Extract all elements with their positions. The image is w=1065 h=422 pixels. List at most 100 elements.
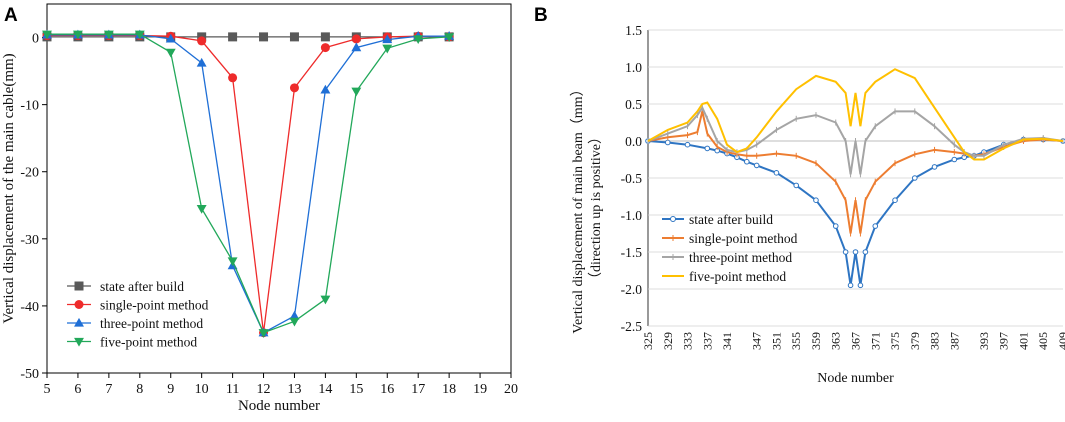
x-tick-label-a: 9 — [167, 382, 174, 397]
data-point-b — [773, 170, 780, 176]
x-tick-label-b: 367 — [849, 332, 863, 350]
x-tick-label-b: 371 — [868, 332, 882, 350]
y-tick-label-b: -2.0 — [621, 282, 643, 297]
legend-label-b: five-point method — [689, 269, 786, 284]
x-tick-label-a: 12 — [257, 382, 271, 397]
data-point-b — [931, 164, 938, 170]
data-point-a — [228, 73, 238, 83]
data-point-b — [911, 175, 918, 181]
data-point-a — [258, 329, 269, 338]
legend-item-a-1: single-point method — [67, 298, 209, 313]
legend-label-a: single-point method — [100, 298, 209, 313]
y-tick-label-a: -50 — [20, 367, 39, 382]
y-tick-label-b: 0.5 — [625, 97, 642, 112]
x-tick-label-b: 405 — [1036, 332, 1050, 350]
data-point-b — [664, 139, 671, 146]
data-point-a — [351, 87, 362, 97]
data-point-a — [382, 34, 393, 44]
data-point-a — [227, 257, 238, 267]
y-tick-label-a: -20 — [20, 166, 39, 181]
x-tick-label-a: 10 — [195, 382, 209, 397]
data-point-a — [289, 83, 299, 93]
x-tick-label-a: 19 — [473, 382, 487, 397]
legend-item-b-0: state after build — [662, 212, 773, 227]
legend-marker-a — [74, 337, 84, 347]
legend-item-b-2: three-point method — [662, 250, 792, 265]
data-point-b — [892, 197, 898, 203]
data-point-a — [413, 35, 424, 45]
y-axis-label-b-line1: Vertical displacement of main beam（mm） — [570, 82, 586, 333]
data-point-a — [444, 33, 455, 43]
legend-label-b: three-point method — [689, 250, 792, 265]
x-tick-label-a: 20 — [504, 382, 518, 397]
data-point-a — [228, 32, 238, 42]
data-point-a — [320, 43, 330, 53]
series-a-3 — [42, 30, 455, 338]
data-point-a — [196, 205, 207, 214]
data-point-b — [832, 223, 839, 229]
data-point-b — [793, 182, 800, 189]
data-point-a — [320, 84, 331, 94]
data-point-a — [103, 30, 114, 40]
data-point-b — [813, 197, 819, 203]
data-point-a — [320, 32, 330, 42]
x-tick-label-a: 13 — [287, 382, 301, 397]
data-point-b — [857, 282, 864, 289]
legend-marker-a — [74, 281, 84, 291]
data-point-b — [842, 249, 849, 255]
y-tick-label-a: 0 — [32, 32, 39, 47]
plot-frame-a — [46, 3, 512, 374]
y-tick-label-b: 1.5 — [625, 23, 642, 38]
x-tick-label-b: 375 — [888, 332, 902, 350]
legend-label-a: five-point method — [100, 335, 197, 350]
series-line-a — [47, 33, 450, 334]
series-line-a — [47, 34, 450, 334]
series-line-b — [647, 105, 1064, 175]
legend-marker-b — [670, 216, 676, 222]
x-tick-label-a: 8 — [136, 382, 143, 397]
legend-item-a-3: five-point method — [67, 335, 197, 350]
y-tick-label-b: -2.5 — [621, 319, 643, 334]
x-tick-label-b: 387 — [947, 332, 961, 350]
data-point-a — [351, 42, 362, 52]
x-tick-label-b: 397 — [997, 332, 1011, 350]
x-axis-label-b: Node number — [817, 371, 894, 386]
data-point-a — [197, 36, 207, 46]
data-point-b — [862, 249, 869, 255]
x-tick-label-a: 15 — [349, 382, 363, 397]
x-tick-label-a: 11 — [226, 382, 239, 397]
legend-marker-a — [74, 317, 84, 327]
series-b-2 — [647, 104, 1064, 178]
x-axis-label-a: Node number — [238, 398, 320, 414]
y-tick-label-b: -1.5 — [621, 245, 643, 260]
x-tick-label-b: 393 — [977, 332, 991, 350]
legend-label-b: state after build — [689, 212, 773, 227]
chart-a-svg: A 5 6 7 8 9 10 11 12 13 14 15 16 17 18 19 20 0 -10 -20 -30 -… — [1, 3, 518, 414]
data-point-a — [134, 30, 145, 40]
legend-label-b: single-point method — [689, 231, 798, 246]
data-point-a — [351, 34, 361, 44]
data-point-a — [320, 295, 331, 305]
y-axis-label-a: Vertical displacement of the main cable(… — [1, 53, 17, 323]
legend-item-a-2: three-point method — [67, 316, 203, 331]
data-point-a — [196, 57, 207, 67]
x-tick-label-b: 359 — [809, 332, 823, 350]
y-tick-label-b: -1.0 — [621, 208, 643, 223]
y-tick-label-b: 0.0 — [625, 134, 642, 149]
data-point-a — [42, 30, 52, 40]
data-point-a — [289, 310, 300, 320]
y-tick-label-b: -0.5 — [621, 171, 643, 186]
x-tick-label-a: 16 — [380, 382, 394, 397]
y-tick-label-a: -40 — [20, 300, 39, 315]
x-tick-label-b: 409 — [1056, 332, 1065, 350]
x-tick-label-a: 6 — [74, 382, 81, 397]
legend-label-a: state after build — [100, 279, 184, 294]
data-point-b — [684, 141, 691, 148]
data-point-b — [704, 145, 711, 152]
data-point-a — [289, 317, 300, 327]
data-point-a — [72, 30, 83, 40]
x-tick-label-a: 18 — [442, 382, 456, 397]
data-point-b — [872, 223, 879, 229]
x-tick-label-a: 5 — [44, 382, 51, 397]
legend-label-a: three-point method — [100, 316, 203, 331]
